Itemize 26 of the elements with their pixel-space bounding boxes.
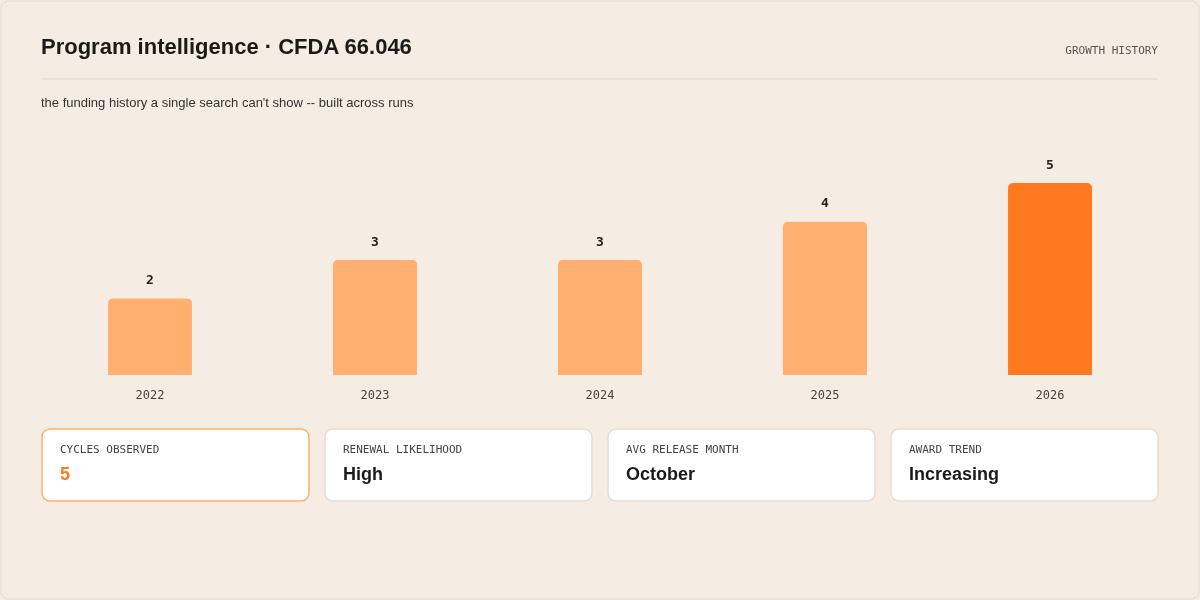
bar	[783, 221, 867, 375]
text: GROWTH HISTORY	[1065, 44, 1159, 57]
data-label: 3	[371, 233, 379, 249]
bar	[1008, 183, 1093, 375]
text: High	[343, 464, 383, 484]
text: RENEWAL LIKELIHOOD	[343, 443, 463, 456]
x-tick-label: 2026	[1035, 388, 1065, 402]
text: October	[626, 464, 696, 484]
text: AVG RELEASE MONTH	[626, 443, 739, 456]
bar	[107, 298, 192, 375]
chart-title: Program intelligence · CFDA 66.046	[41, 34, 412, 59]
text: Increasing	[909, 464, 1000, 484]
x-tick-label: 2022	[135, 388, 165, 402]
data-label: 4	[821, 195, 830, 211]
text: 5	[60, 464, 71, 484]
text: CYCLES OBSERVED	[60, 443, 160, 456]
data-label: 3	[596, 233, 604, 249]
chart-subtitle: the funding history a single search can't show -- built across runs	[41, 95, 414, 110]
data-label: 5	[1046, 157, 1054, 172]
x-tick-label: 2023	[360, 388, 390, 402]
x-tick-label: 2025	[810, 388, 840, 402]
x-tick-label: 2024	[585, 388, 615, 402]
text: AWARD TREND	[909, 443, 982, 456]
bar	[558, 259, 642, 375]
data-label: 2	[146, 272, 154, 288]
bar	[333, 259, 417, 375]
